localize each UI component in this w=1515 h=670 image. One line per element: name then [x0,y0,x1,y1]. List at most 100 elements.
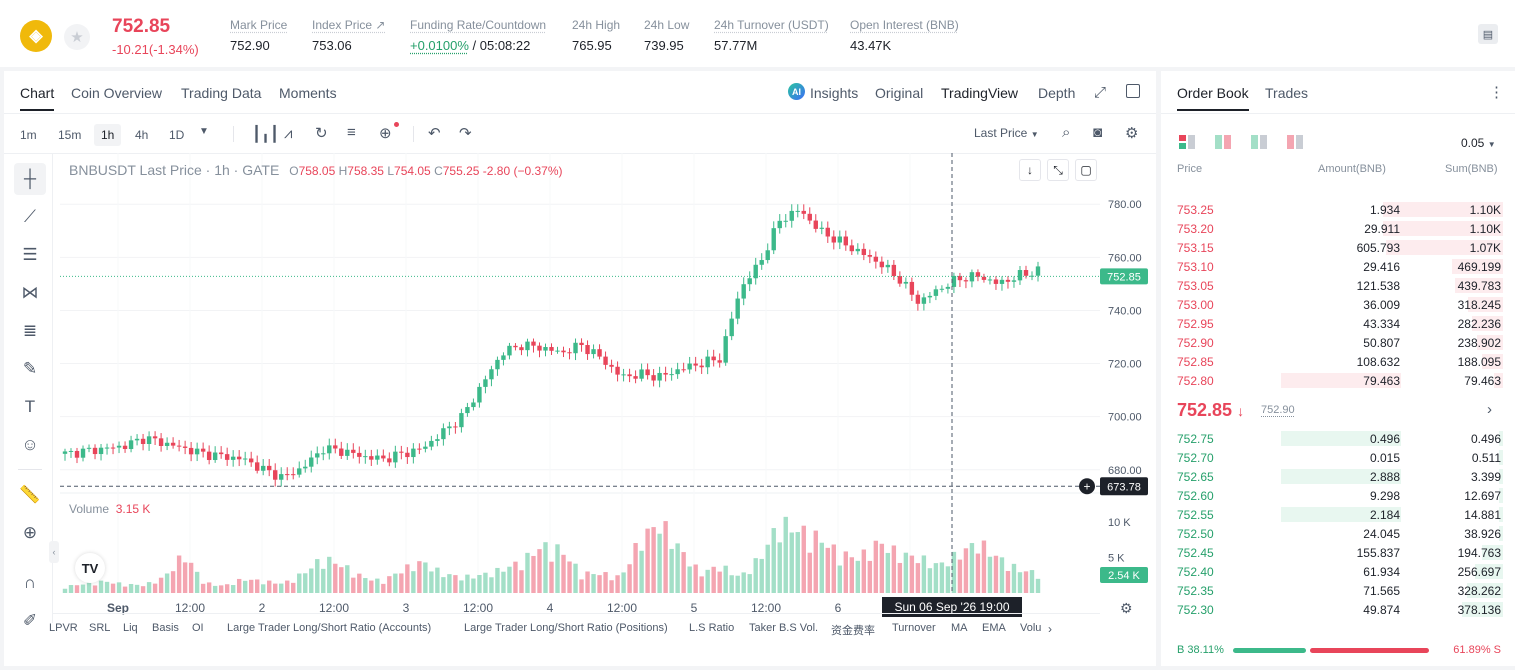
indicator-10[interactable]: Turnover [892,622,936,634]
indicator-more-icon[interactable]: › [1048,622,1052,636]
chevron-right-icon[interactable]: › [1487,401,1492,418]
header-last-price: 752.85 [112,16,171,37]
ask-row[interactable]: 753.25 1.934 1.10K [1161,200,1515,219]
book-both-icon[interactable] [1179,135,1195,149]
indicator-1[interactable]: SRL [89,622,111,634]
more-vertical-icon[interactable]: ⋮ [1489,84,1504,101]
tab-trades[interactable]: Trades [1265,85,1309,101]
tab-trading-data[interactable]: Trading Data [181,85,262,101]
book-bids-icon[interactable] [1251,135,1267,149]
fullscreen-icon[interactable]: ▢ [1075,159,1097,181]
price-chart[interactable]: 780.00 760.00 740.00 720.00 700.00 680.00 10 K… [4,71,1156,666]
ask-row[interactable]: 752.80 79.463 79.463 [1161,371,1515,390]
fib-tool-icon[interactable]: ≣ [22,321,38,340]
undo-icon[interactable]: ↶ [428,125,441,142]
ask-row[interactable]: 752.95 43.334 282.236 [1161,314,1515,333]
stat-index-price[interactable]: Index Price ↗ 753.06 [312,18,385,53]
indicator-8[interactable]: Taker B.S Vol. [749,622,819,634]
timeframe-1d[interactable]: 1D [169,128,185,142]
horizontal-lines-tool-icon[interactable]: ☰ [22,245,38,264]
trend-line-tool-icon[interactable]: ⟋ [24,207,36,226]
indicator-9[interactable]: 资金费率 [831,625,875,637]
timeframe-1m[interactable]: 1m [20,128,37,142]
timeframe-4h[interactable]: 4h [135,128,149,142]
add-alert-icon[interactable]: ⊕ [379,122,399,142]
ask-row[interactable]: 753.10 29.416 469.199 [1161,257,1515,276]
ask-row[interactable]: 753.00 36.009 318.245 [1161,295,1515,314]
stat-mark-price[interactable]: Mark Price 752.90 [230,18,287,53]
tab-chart[interactable]: Chart [20,85,54,111]
candle-body [279,474,284,480]
bid-row[interactable]: 752.70 0.015 0.511 [1161,448,1515,467]
camera-icon[interactable]: ◙ [1093,124,1103,141]
chart-panel: Chart Coin Overview Trading Data Moments… [4,71,1156,666]
tab-order-book[interactable]: Order Book [1177,85,1249,111]
bid-row[interactable]: 752.55 2.184 14.881 [1161,505,1515,524]
search-icon[interactable]: ⌕ [1062,124,1071,141]
tab-moments[interactable]: Moments [279,85,337,101]
emoji-tool-icon[interactable]: ☺ [21,435,39,454]
price-type-select[interactable]: Last Price ▼ [974,126,1039,140]
magnet-tool-icon[interactable]: ∩ [23,573,37,592]
favorite-star-icon[interactable]: ★ [64,24,90,50]
stat-funding-rate[interactable]: Funding Rate/Countdown +0.0100% / 05:08:2… [410,18,546,53]
tab-tradingview[interactable]: TradingView [941,85,1019,101]
indicator-2[interactable]: Liq [123,622,138,634]
redo-icon[interactable]: ↷ [459,125,472,142]
tab-coin-overview[interactable]: Coin Overview [71,85,163,101]
ask-row[interactable]: 752.90 50.807 238.902 [1161,333,1515,352]
book-split-icon[interactable] [1215,135,1231,149]
ask-row[interactable]: 752.85 108.632 188.095 [1161,352,1515,371]
settings-gear-icon[interactable]: ⚙ [1125,125,1139,142]
ruler-tool-icon[interactable]: 📏 [19,485,41,504]
tab-original[interactable]: Original [875,85,924,101]
bid-row[interactable]: 752.60 9.298 12.697 [1161,486,1515,505]
indicator-11[interactable]: MA [951,622,968,634]
bid-row[interactable]: 752.45 155.837 194.763 [1161,543,1515,562]
indicator-12[interactable]: EMA [982,622,1006,634]
ask-row[interactable]: 753.05 121.538 439.783 [1161,276,1515,295]
bid-row[interactable]: 752.65 2.888 3.399 [1161,467,1515,486]
indicator-13[interactable]: Volu [1020,622,1042,634]
template-icon[interactable]: ≡ [347,124,356,141]
bid-row[interactable]: 752.50 24.045 38.926 [1161,524,1515,543]
draw-pen-tool-icon[interactable]: ✐ [22,611,38,630]
bid-row[interactable]: 752.40 61.934 256.697 [1161,562,1515,581]
bid-row[interactable]: 752.35 71.565 328.262 [1161,581,1515,600]
stat-open-interest[interactable]: Open Interest (BNB) 43.47K [850,18,959,53]
brush-tool-icon[interactable]: ✎ [22,359,38,378]
collapse-arrows-icon[interactable]: ⤡ [1047,159,1069,181]
timeframe-15m[interactable]: 15m [58,128,82,142]
arrow-down-icon[interactable]: ↓ [1019,159,1041,181]
ask-row[interactable]: 753.15 605.793 1.07K [1161,238,1515,257]
document-icon[interactable]: ▤ [1478,24,1498,44]
indicator-3[interactable]: Basis [152,622,179,634]
expand-icon[interactable]: ⤢ [1094,84,1107,101]
compare-icon[interactable]: ↻ [315,125,328,142]
zoom-tool-icon[interactable]: ⊕ [22,523,38,542]
indicator-6[interactable]: Large Trader Long/Short Ratio (Positions… [464,622,668,634]
window-icon[interactable] [1126,84,1140,98]
tab-depth[interactable]: Depth [1038,85,1076,101]
indicator-0[interactable]: LPVR [49,622,78,634]
tradingview-logo-icon[interactable]: TV [75,553,105,583]
indicator-4[interactable]: OI [192,622,204,634]
indicator-7[interactable]: L.S Ratio [689,622,735,634]
candle-type-icon[interactable]: ┃╻┃ [252,126,280,143]
indicator-5[interactable]: Large Trader Long/Short Ratio (Accounts) [227,622,432,634]
indicators-icon[interactable]: ⩘ [284,125,293,142]
bid-row[interactable]: 752.30 49.874 378.136 [1161,600,1515,619]
tab-insights[interactable]: Insights [810,85,859,101]
chart-settings-icon[interactable]: ⚙ [1120,600,1133,616]
timeframe-dropdown-icon[interactable]: ▼ [199,126,209,137]
mid-price[interactable]: 752.85 ↓ [1177,400,1244,421]
ask-row[interactable]: 753.20 29.911 1.10K [1161,219,1515,238]
book-asks-icon[interactable] [1287,135,1303,149]
pattern-tool-icon[interactable]: ⋈ [21,283,39,302]
timeframe-1h[interactable]: 1h [94,124,122,146]
collapse-toolbar-icon[interactable]: ‹ [49,541,59,563]
precision-select[interactable]: 0.05 ▼ [1461,136,1496,150]
bid-row[interactable]: 752.75 0.496 0.496 [1161,429,1515,448]
text-tool-icon[interactable]: T [24,397,36,416]
crosshair-tool-icon[interactable]: ┼ [14,163,46,195]
